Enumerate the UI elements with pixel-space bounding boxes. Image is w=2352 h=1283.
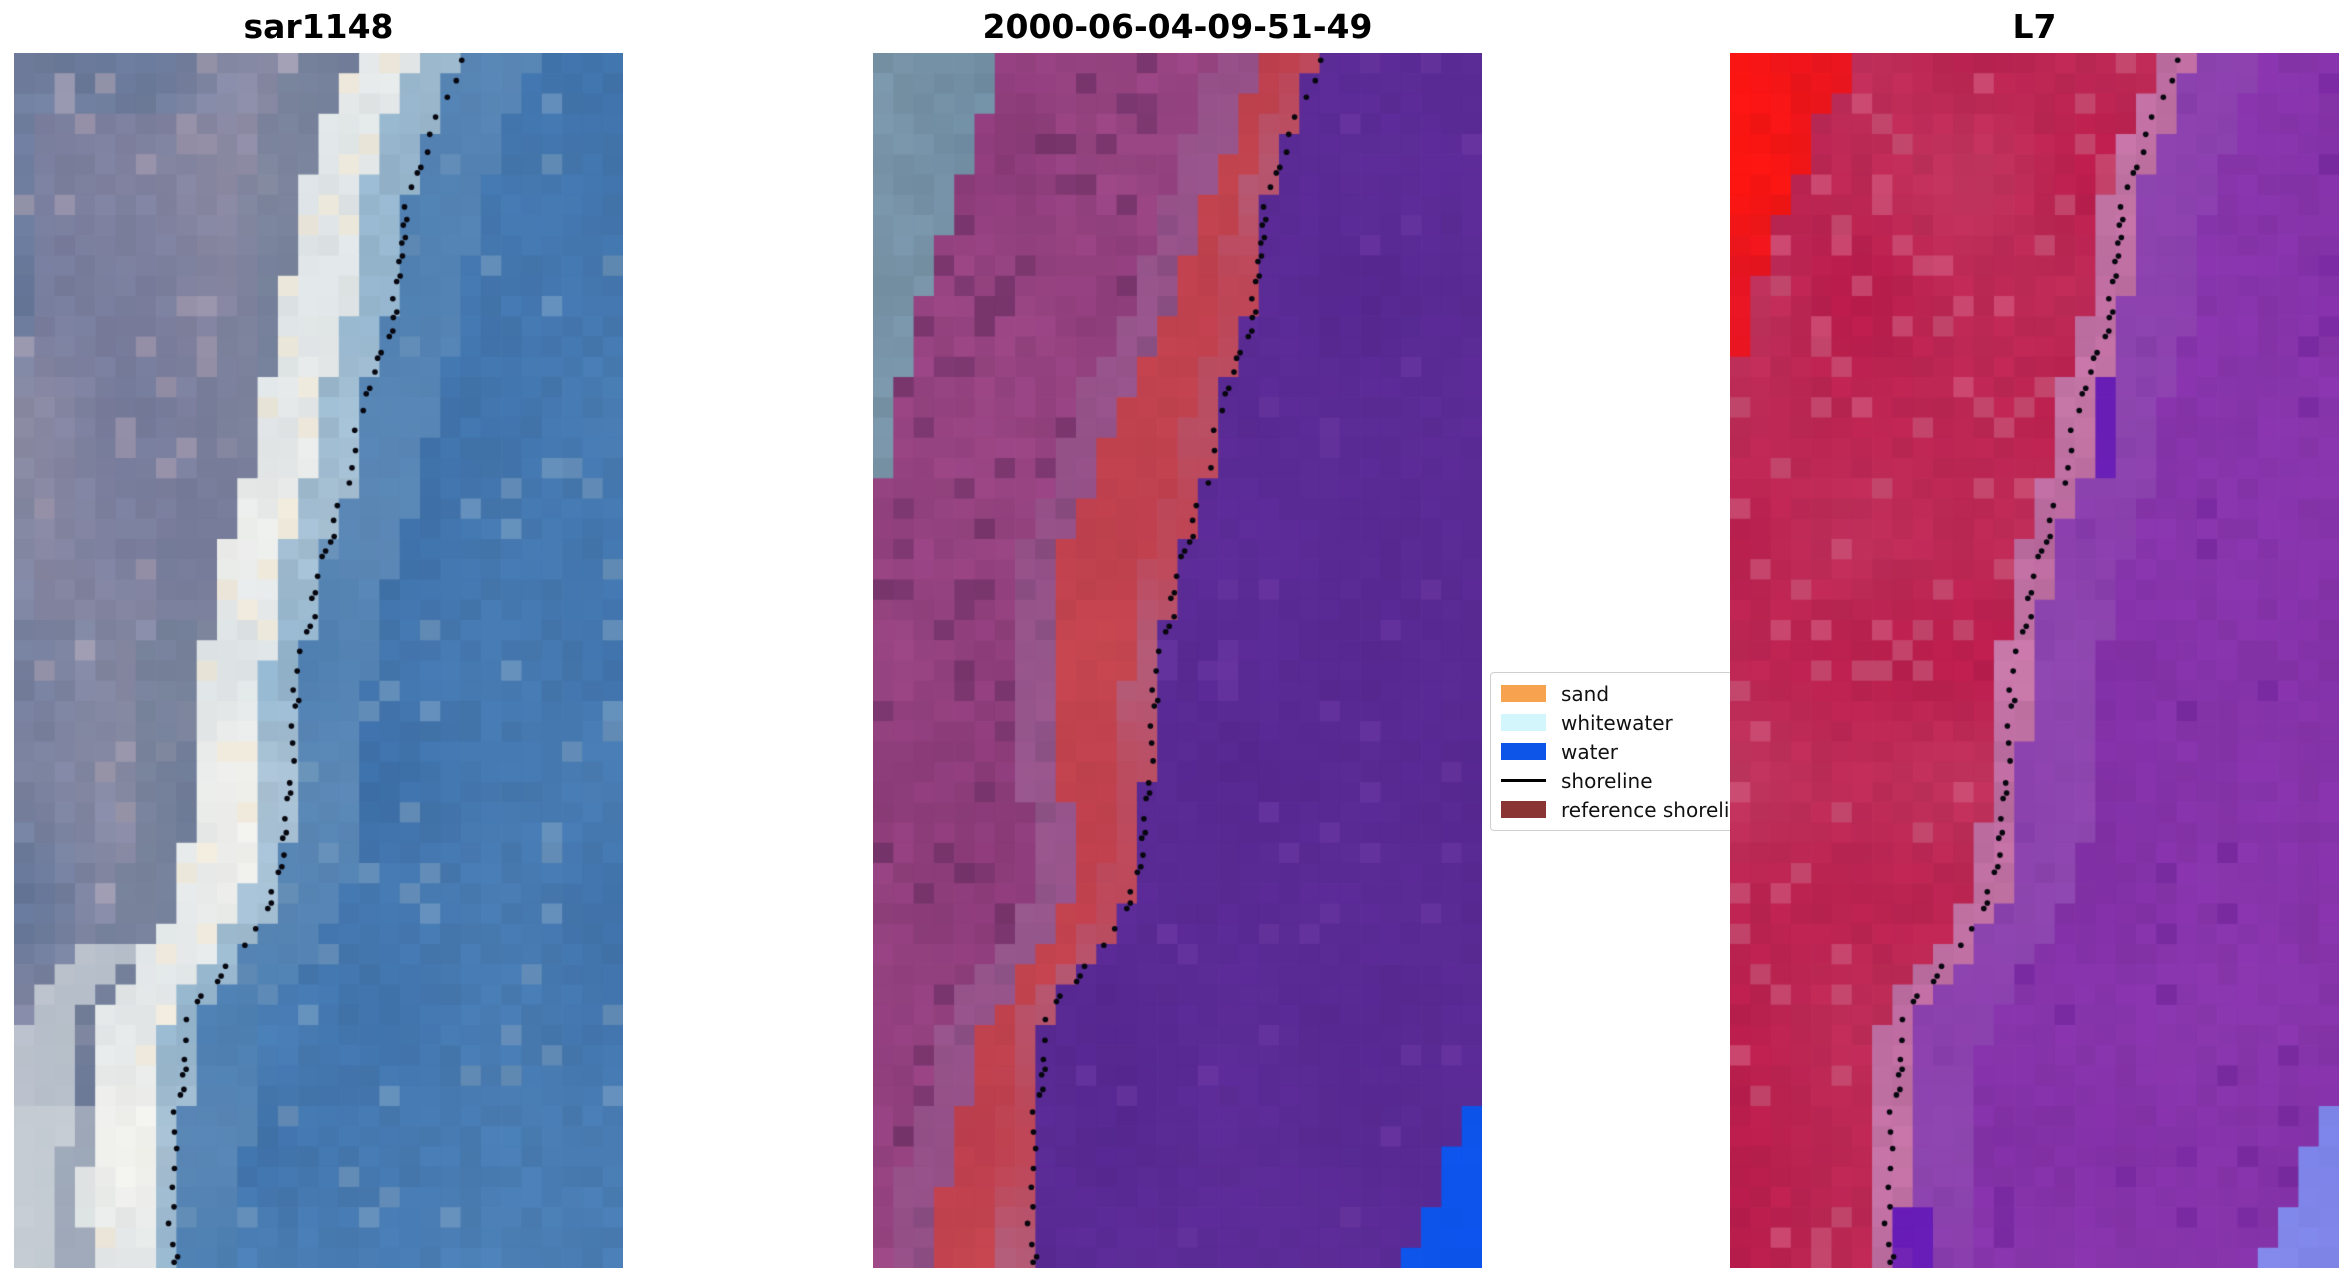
legend-item-reference-shoreline: reference shoreline [1501, 795, 1754, 824]
panel-title-l7: L7 [2012, 7, 2057, 46]
panel-title-sar1148: sar1148 [243, 7, 394, 46]
legend-swatch-sand [1501, 685, 1546, 702]
legend-item-water: water [1501, 737, 1743, 766]
panel-image-sar1148 [14, 53, 623, 1268]
legend-label: whitewater [1561, 710, 1673, 735]
legend-swatch-reference-shoreline [1501, 801, 1546, 818]
legend-swatch-whitewater [1501, 714, 1546, 731]
legend: sand whitewater water shoreline reference sh… [1490, 672, 1754, 831]
panel-title-date: 2000-06-04-09-51-49 [982, 7, 1373, 46]
legend-label: water [1561, 739, 1618, 764]
legend-swatch-shoreline [1501, 779, 1546, 782]
panel-image-classified [873, 53, 1482, 1268]
legend-item-shoreline: shoreline [1501, 766, 1743, 795]
legend-label: reference shoreline [1561, 797, 1755, 822]
panel-image-l7 [1730, 53, 2339, 1268]
legend-label: shoreline [1561, 768, 1653, 793]
legend-item-whitewater: whitewater [1501, 708, 1743, 737]
legend-swatch-water [1501, 743, 1546, 760]
legend-label: sand [1561, 681, 1610, 706]
legend-item-sand: sand [1501, 679, 1743, 708]
